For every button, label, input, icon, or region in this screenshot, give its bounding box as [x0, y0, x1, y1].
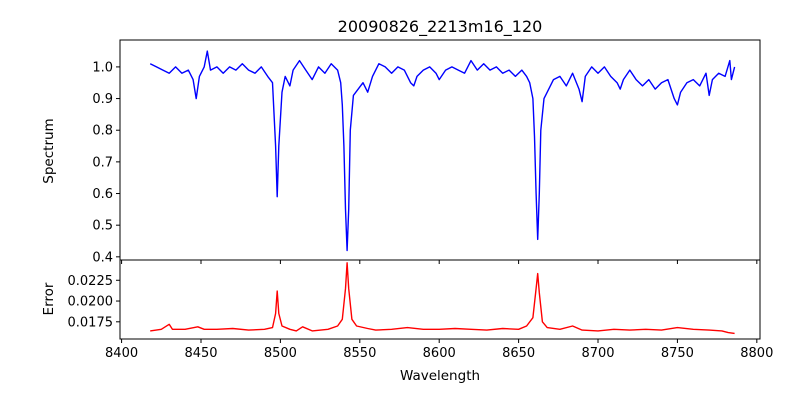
series-line-spectrum [149, 50, 736, 252]
y-tick-label: 0.8 [92, 124, 113, 139]
spectrum-axes: 0.4 0.5 0.6 0.7 0.8 0.9 1.0 [92, 39, 761, 265]
y-axis-label-error: Error [41, 282, 57, 315]
error-axes: 0.0175 0.0200 0.0225 8400 8450 8500 8550 8600 86… [68, 259, 773, 361]
x-tick-label: 8400 [105, 346, 138, 361]
y-tick-label: 1.0 [92, 60, 113, 75]
x-tick-label: 8550 [343, 346, 376, 361]
x-tick-label: 8800 [740, 346, 773, 361]
y-tick-label: 0.4 [92, 250, 113, 265]
x-tick-label: 8450 [184, 346, 217, 361]
x-tick-label: 8600 [423, 346, 456, 361]
x-tick-label: 8650 [502, 346, 535, 361]
x-tick-label: 8700 [581, 346, 614, 361]
x-tick-label: 8750 [661, 346, 694, 361]
y-tick-label: 0.0175 [68, 315, 114, 330]
y-tick-label: 0.6 [92, 187, 113, 202]
chart-title: 20090826_2213m16_120 [338, 17, 543, 37]
axes-frame [119, 39, 761, 261]
y-tick-label: 0.7 [92, 155, 113, 170]
y-axis-label-spectrum: Spectrum [41, 118, 57, 183]
x-axis-label: Wavelength [400, 368, 480, 384]
x-tick-label: 8500 [264, 346, 297, 361]
y-tick-label: 0.5 [92, 219, 113, 234]
y-tick-label: 0.0225 [68, 274, 114, 289]
y-tick-label: 0.9 [92, 92, 113, 107]
axes-frame [119, 259, 761, 340]
y-tick-label: 0.0200 [68, 295, 114, 310]
series-line-error [150, 262, 735, 335]
